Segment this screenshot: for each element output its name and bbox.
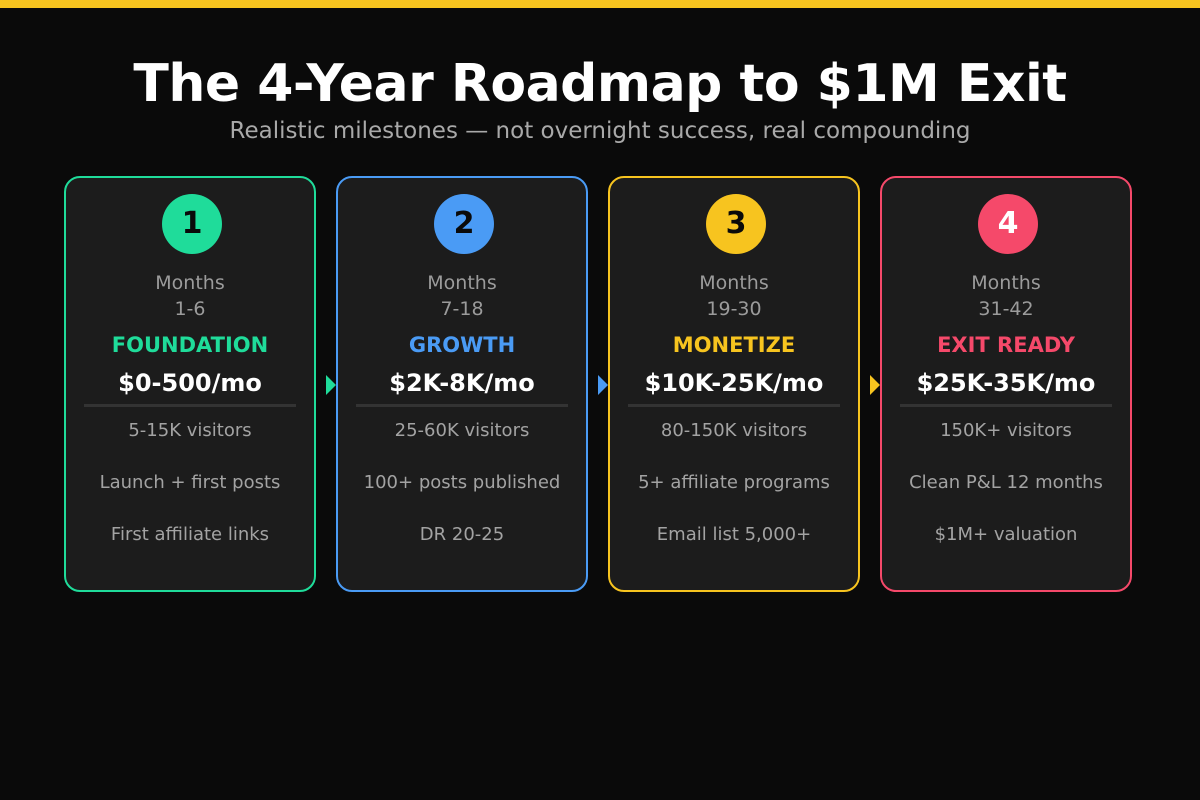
milestone-item: 150K+ visitors (940, 420, 1072, 441)
milestone-item: Email list 5,000+ (656, 524, 812, 545)
milestone-item: First affiliate links (110, 524, 270, 545)
arrow-right-icon (326, 375, 336, 395)
divider (900, 404, 1112, 407)
arrow-right-icon (598, 375, 608, 395)
phase-months: Months 1-6 (66, 270, 314, 322)
phase-revenue: $25K-35K/mo (916, 369, 1096, 397)
phase-name: FOUNDATION (111, 333, 269, 357)
milestone-item: 100+ posts published (363, 472, 561, 493)
milestone-item: $1M+ valuation (934, 524, 1078, 545)
milestone-item: 5+ affiliate programs (638, 472, 830, 493)
milestone-item: 5-15K visitors (128, 420, 252, 441)
divider (356, 404, 568, 407)
phase-card-3: 3 Months 19-30 MONETIZE $10K-25K/mo 80-1… (608, 176, 860, 592)
phase-name: MONETIZE (672, 333, 796, 357)
milestone-item: DR 20-25 (419, 524, 505, 545)
divider (628, 404, 840, 407)
phase-revenue: $10K-25K/mo (644, 369, 824, 397)
months-range: 31-42 (978, 298, 1034, 320)
divider (84, 404, 296, 407)
phase-card-4: 4 Months 31-42 EXIT READY $25K-35K/mo 15… (880, 176, 1132, 592)
months-label: Months (427, 272, 497, 294)
milestone-item: Launch + first posts (99, 472, 281, 493)
months-label: Months (155, 272, 225, 294)
months-label: Months (699, 272, 769, 294)
phase-card-1: 1 Months 1-6 FOUNDATION $0-500/mo 5-15K … (64, 176, 316, 592)
page-subtitle: Realistic milestones — not overnight suc… (229, 118, 971, 144)
accent-bar (0, 0, 1200, 8)
milestone-item: 80-150K visitors (660, 420, 808, 441)
milestone-item: Clean P&L 12 months (909, 472, 1103, 493)
phase-months: Months 19-30 (610, 270, 858, 322)
phase-months: Months 7-18 (338, 270, 586, 322)
phase-number-badge: 3 (706, 194, 766, 254)
phase-card-2: 2 Months 7-18 GROWTH $2K-8K/mo 25-60K vi… (336, 176, 588, 592)
phase-number-badge: 1 (162, 194, 222, 254)
page-title: The 4-Year Roadmap to $1M Exit (133, 54, 1067, 114)
arrow-right-icon (870, 375, 880, 395)
months-range: 1-6 (174, 298, 206, 320)
phase-name: EXIT READY (937, 333, 1075, 357)
phase-name: GROWTH (408, 333, 516, 357)
months-label: Months (971, 272, 1041, 294)
phase-revenue: $0-500/mo (118, 369, 262, 397)
months-range: 7-18 (440, 298, 484, 320)
phase-months: Months 31-42 (882, 270, 1130, 322)
phase-number-badge: 2 (434, 194, 494, 254)
months-range: 19-30 (706, 298, 762, 320)
phase-number-badge: 4 (978, 194, 1038, 254)
phase-revenue: $2K-8K/mo (389, 369, 535, 397)
milestone-item: 25-60K visitors (394, 420, 530, 441)
